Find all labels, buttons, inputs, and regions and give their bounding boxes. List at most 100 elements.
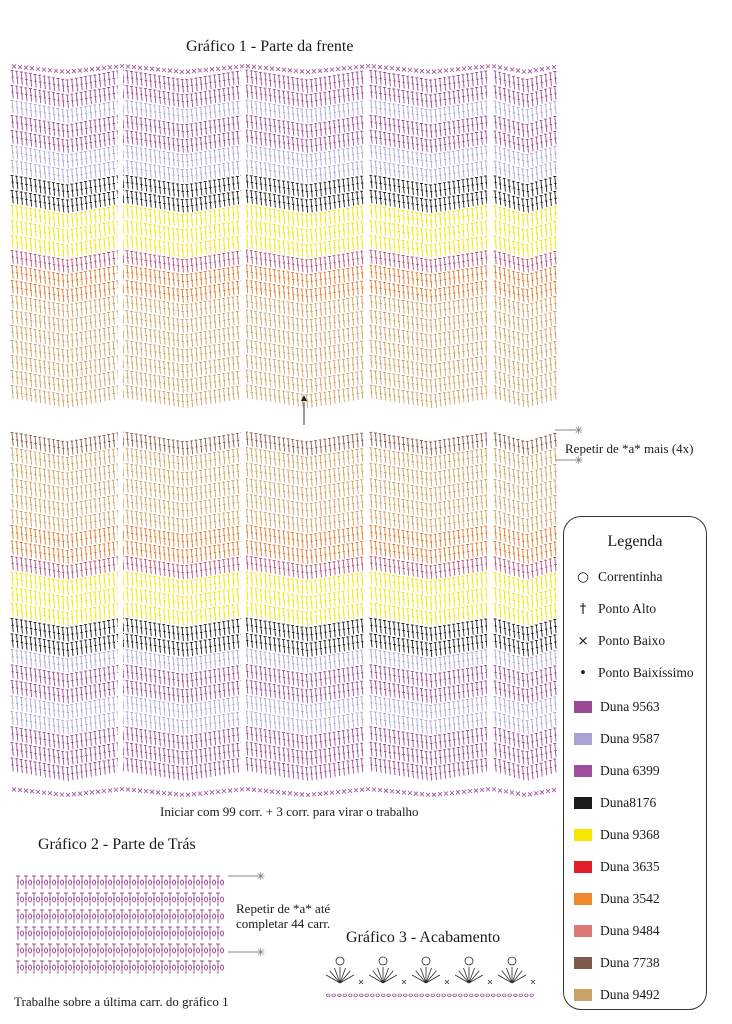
legend-color-label: Duna 9484 — [600, 923, 660, 938]
stitch-row — [10, 99, 557, 124]
legend-box: Legenda ○ Correntinha † Ponto Alto × Ponto Ba… — [563, 516, 707, 1010]
chart2-stitch-row — [16, 892, 224, 906]
column-gap — [487, 68, 492, 402]
legend-symbol-label: Ponto Baixíssimo — [598, 665, 694, 680]
chart2-stitch-row — [16, 909, 224, 923]
stitch-row — [10, 294, 557, 319]
legend-color-label: Duna 9563 — [600, 699, 660, 714]
color-swatch — [574, 989, 592, 1001]
chart2-repeat-note-1: Repetir de *a* até — [236, 901, 331, 916]
single-crochet-icon: × — [577, 633, 589, 649]
legend-color-label: Duna 9587 — [600, 731, 660, 746]
chart2-stitch-row — [16, 875, 224, 889]
double-crochet-icon: † — [579, 601, 587, 617]
column-gap — [487, 430, 492, 775]
chart2-stitch-row — [16, 943, 224, 957]
repeat-note: Repetir de *a* mais (4x) — [565, 441, 694, 456]
stitch-row — [10, 204, 557, 229]
legend-color-row: Duna 9492 — [574, 985, 660, 1005]
column-gap — [364, 68, 369, 402]
legend-color-row: Duna 9368 — [574, 825, 660, 845]
legend-color-label: Duna8176 — [600, 795, 657, 810]
column-gap — [118, 430, 123, 775]
legend-color-label: Duna 3542 — [600, 891, 660, 906]
stitch-row — [10, 493, 557, 518]
legend-symbol-label: Correntinha — [598, 569, 663, 584]
chart2-asterisk-top: ✳ — [256, 871, 265, 883]
stitch-row — [10, 757, 557, 782]
stitch-row — [10, 431, 557, 456]
chart2-diagram — [16, 875, 224, 974]
stitch-row — [10, 462, 557, 487]
stitch-row — [10, 664, 557, 689]
legend-symbol-label: Ponto Baixo — [598, 633, 666, 648]
stitch-row — [10, 447, 557, 472]
color-swatch — [574, 765, 592, 777]
chart1-upper-band — [10, 68, 557, 409]
stitch-row — [10, 144, 557, 169]
chart1-top-edge — [11, 63, 557, 75]
stitch-row — [10, 189, 557, 214]
repeat-bracket — [555, 429, 576, 461]
legend-symbol-row: × Ponto Baixo — [572, 631, 665, 651]
stitch-row — [10, 710, 557, 735]
stitch-row — [10, 84, 557, 109]
stitch-row — [10, 633, 557, 658]
column-gap — [241, 430, 246, 775]
stitch-row — [10, 741, 557, 766]
legend-symbol-row: • Ponto Baixíssimo — [572, 663, 694, 683]
stitch-row — [10, 369, 557, 394]
stitch-row — [10, 384, 557, 409]
color-swatch — [574, 733, 592, 745]
stitch-row — [10, 219, 557, 244]
chart2-bottom-note: Trabalhe sobre a última carr. do gráfico… — [14, 994, 229, 1009]
stitch-row — [10, 602, 557, 627]
stitch-row — [10, 478, 557, 503]
chart1-title: Gráfico 1 - Parte da frente — [186, 38, 354, 55]
chart3-chain-base — [326, 993, 534, 997]
legend-color-label: Duna 6399 — [600, 763, 660, 778]
chart2-stitch-row — [16, 926, 224, 940]
stitch-row — [10, 617, 557, 642]
stitch-row — [10, 324, 557, 349]
legend-color-row: Duna 3635 — [574, 857, 660, 877]
repeat-asterisk-top: ✳ — [574, 425, 583, 437]
legend-color-row: Duna 9563 — [574, 697, 660, 717]
legend-symbol-row: † Ponto Alto — [572, 599, 657, 619]
legend-color-label: Duna 9492 — [600, 987, 660, 1002]
legend-color-label: Duna 7738 — [600, 955, 660, 970]
stitch-row — [10, 69, 557, 94]
chart1-bottom-edge — [11, 786, 557, 798]
chart3-shells — [325, 956, 536, 985]
color-swatch — [574, 797, 592, 809]
stitch-row — [10, 264, 557, 289]
color-swatch — [574, 925, 592, 937]
stitch-row — [10, 174, 557, 199]
stitch-row — [10, 309, 557, 334]
legend-color-row: Duna8176 — [574, 793, 656, 813]
repeat-asterisk-bottom: ✳ — [574, 455, 583, 467]
stitch-row — [10, 234, 557, 259]
legend-symbol-label: Ponto Alto — [598, 601, 657, 616]
color-swatch — [574, 701, 592, 713]
stitch-row — [10, 648, 557, 673]
legend-color-row: Duna 3542 — [574, 889, 660, 909]
legend-symbol-row: ○ Correntinha — [572, 567, 662, 587]
slip-stitch-icon: • — [579, 665, 587, 681]
legend-color-label: Duna 3635 — [600, 859, 660, 874]
stitch-row — [10, 695, 557, 720]
column-gap — [118, 68, 123, 402]
chart2-asterisk-bottom: ✳ — [256, 947, 265, 959]
stitch-row — [10, 339, 557, 364]
stitch-row — [10, 586, 557, 611]
column-gap — [241, 68, 246, 402]
chart1-lower-band — [10, 430, 557, 782]
stitch-row — [10, 354, 557, 379]
stitch-row — [10, 571, 557, 596]
chart2-stitch-row — [16, 960, 224, 974]
color-swatch — [574, 829, 592, 841]
chain-stitch-icon: ○ — [577, 569, 589, 585]
column-gap — [364, 430, 369, 775]
legend-color-row: Duna 9587 — [574, 729, 660, 749]
